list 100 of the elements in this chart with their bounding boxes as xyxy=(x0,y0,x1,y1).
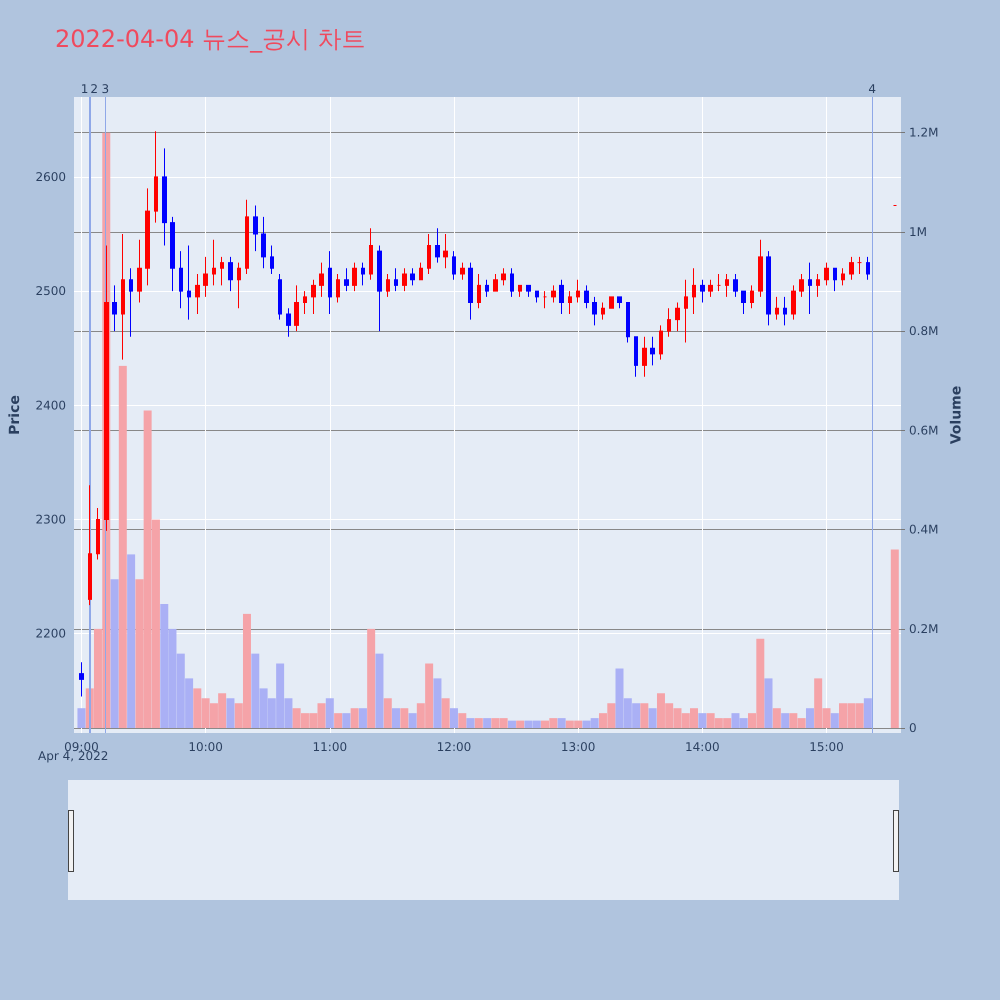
candlestick xyxy=(733,273,738,298)
bar xyxy=(350,708,359,728)
bar xyxy=(367,628,376,728)
candlestick xyxy=(419,262,423,280)
bar xyxy=(648,708,657,728)
candlestick xyxy=(377,244,382,332)
candlestick xyxy=(352,262,357,292)
candlestick xyxy=(808,262,812,314)
candlestick xyxy=(866,256,870,280)
bar xyxy=(342,713,350,728)
candlestick xyxy=(626,302,630,343)
candlestick xyxy=(857,256,862,274)
candlestick xyxy=(559,279,564,314)
candlestick xyxy=(833,268,837,292)
bar xyxy=(516,720,524,728)
candlestick xyxy=(361,262,365,286)
candlestick xyxy=(609,296,614,309)
bar xyxy=(864,698,872,728)
bar xyxy=(474,718,483,728)
bar xyxy=(326,698,334,728)
x-tick-label: 11:00 xyxy=(312,740,348,754)
candlestick xyxy=(410,268,415,286)
y2-tick-label: 0 xyxy=(909,721,917,736)
candlestick xyxy=(849,256,854,280)
bar xyxy=(450,708,458,728)
candlestick xyxy=(129,268,133,338)
bar xyxy=(127,554,136,728)
candlestick xyxy=(162,148,167,246)
candlestick xyxy=(725,273,729,298)
candlestick xyxy=(394,268,398,292)
x-tick-label: 12:00 xyxy=(436,740,472,754)
candlestick xyxy=(684,279,688,343)
x-tick-label: 15:00 xyxy=(809,740,844,754)
candlestick xyxy=(195,273,200,314)
candlestick xyxy=(576,279,580,304)
bar xyxy=(118,366,127,728)
bar xyxy=(466,718,474,728)
y2-tick-label: 1M xyxy=(909,224,927,239)
candlestick xyxy=(799,273,804,298)
bar xyxy=(764,678,773,728)
annotation: 3 xyxy=(101,82,110,96)
candlestick xyxy=(518,284,522,298)
bar xyxy=(408,713,417,728)
bar xyxy=(392,708,400,728)
candlestick xyxy=(501,268,506,286)
candlestick xyxy=(212,239,216,286)
candlestick xyxy=(841,268,845,286)
candlestick xyxy=(427,234,431,274)
candlestick xyxy=(154,130,158,224)
candlestick xyxy=(270,244,274,274)
candlestick xyxy=(650,336,655,366)
bar xyxy=(640,703,648,728)
candlestick xyxy=(468,262,473,320)
candlestick xyxy=(543,290,547,309)
candlestick xyxy=(775,296,779,320)
candlestick xyxy=(88,484,92,606)
y-axis-title: Price xyxy=(7,395,23,435)
candlestick xyxy=(700,279,705,304)
candlestick xyxy=(791,284,796,320)
candlestick xyxy=(96,508,100,560)
annotation: 2 xyxy=(90,82,98,96)
candlestick xyxy=(145,188,150,286)
bar xyxy=(358,708,367,728)
candlestick xyxy=(485,279,489,298)
candlestick xyxy=(237,262,241,309)
candlestick xyxy=(443,234,448,269)
y-tick-label: 2200 xyxy=(35,626,66,641)
bar xyxy=(442,698,450,728)
x-tick-label: 13:00 xyxy=(560,740,596,754)
candlestick xyxy=(303,290,307,314)
candlestick xyxy=(179,250,183,309)
candlestick xyxy=(253,204,258,252)
candlestick xyxy=(766,250,771,326)
bar xyxy=(772,708,781,728)
candlestick xyxy=(137,239,142,304)
candlestick xyxy=(187,244,191,320)
annotation: 1 xyxy=(80,82,88,96)
candlestick xyxy=(344,268,349,292)
candlestick xyxy=(452,250,456,280)
candlestick xyxy=(634,336,638,378)
candlestick xyxy=(816,273,820,298)
bar xyxy=(483,718,492,728)
bar xyxy=(508,720,516,728)
candlestick xyxy=(642,336,647,378)
candlestick xyxy=(311,279,316,314)
y2-tick-label: 0.6M xyxy=(909,423,938,438)
candlestick xyxy=(568,290,572,314)
candlestick xyxy=(170,216,175,292)
y2-tick-label: 1.2M xyxy=(909,126,938,140)
bar xyxy=(558,718,566,728)
y2-tick-label: 0.4M xyxy=(909,522,938,537)
candlestick xyxy=(824,262,829,286)
candlestick xyxy=(245,199,249,274)
candlestick xyxy=(510,268,514,298)
candlestick xyxy=(601,302,605,320)
x-tick-label: 10:00 xyxy=(188,740,223,754)
candlestick xyxy=(203,256,208,298)
bar xyxy=(890,549,899,728)
candlestick xyxy=(535,290,539,304)
candlestick xyxy=(386,273,390,298)
